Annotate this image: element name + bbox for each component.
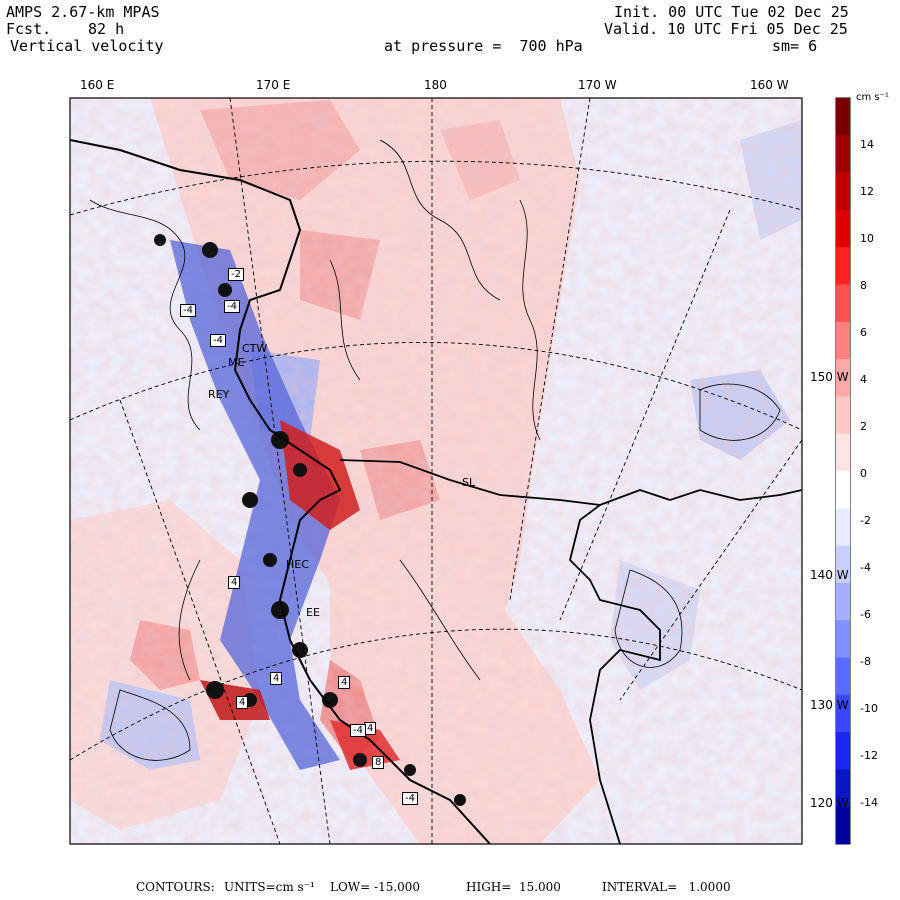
colorbar-tick-label: 0 — [860, 467, 867, 480]
contour-label: 4 — [236, 696, 249, 709]
contour-label: -4 — [224, 300, 240, 313]
colorbar-tick-label: 8 — [860, 279, 867, 292]
smoothing: sm= 6 — [772, 37, 818, 55]
velocity-field — [70, 98, 802, 844]
footer-high: HIGH= 15.000 — [466, 880, 561, 894]
lon-label: 160 E — [80, 78, 115, 92]
lon-label: 170 E — [256, 78, 291, 92]
colorbar-swatch — [836, 732, 850, 770]
contour-label: 4 — [270, 672, 283, 685]
colorbar-tick-label: -10 — [860, 702, 878, 715]
lat-label: 140 W — [810, 568, 849, 582]
colorbar-units: cm s⁻¹ — [856, 92, 889, 103]
footer-contours: CONTOURS: — [136, 880, 215, 894]
colorbar-tick-label: -8 — [860, 655, 871, 668]
colorbar-swatches — [836, 98, 850, 845]
colorbar-swatch — [836, 359, 850, 397]
contour-label: 4 — [228, 576, 241, 589]
colorbar-swatch — [836, 247, 850, 285]
colorbar-tick-label: 4 — [860, 373, 867, 386]
colorbar-tick-label: -4 — [860, 561, 871, 574]
contour-label: -4 — [350, 724, 366, 737]
colorbar-swatch — [836, 620, 850, 658]
colorbar-tick-label: -6 — [860, 608, 871, 621]
colorbar-swatch — [836, 433, 850, 472]
pressure-level: at pressure = 700 hPa — [384, 37, 583, 55]
colorbar-swatch — [836, 98, 850, 136]
colorbar-tick-label: 6 — [860, 326, 867, 339]
colorbar-swatch — [836, 657, 850, 696]
station-label: EE — [306, 606, 320, 619]
colorbar-swatch — [836, 806, 850, 845]
colorbar-tick-label: 10 — [860, 232, 874, 245]
colorbar-tick-label: -12 — [860, 749, 878, 762]
colorbar-swatch — [836, 545, 850, 584]
field-name: Vertical velocity — [10, 37, 164, 55]
colorbar-swatch — [836, 209, 850, 248]
lat-label: 130 W — [810, 698, 849, 712]
station-label: REY — [208, 388, 230, 401]
footer-interval: INTERVAL= 1.0000 — [602, 880, 731, 894]
valid-time: Valid. 10 UTC Fri 05 Dec 25 — [604, 20, 848, 38]
colorbar-tick-label: 12 — [860, 185, 874, 198]
map-frame — [69, 97, 803, 845]
station-label: CTW — [242, 342, 268, 355]
contour-label: -4 — [210, 334, 226, 347]
colorbar-swatch — [836, 508, 850, 547]
contour-label: 8 — [372, 756, 385, 769]
lon-label: 180 — [424, 78, 447, 92]
lon-label: 160 W — [750, 78, 789, 92]
colorbar-swatch — [836, 471, 850, 509]
colorbar-swatch — [836, 321, 850, 360]
lat-label: 150 W — [810, 370, 849, 384]
colorbar-tick-label: -14 — [860, 796, 878, 809]
colorbar-swatch — [836, 694, 850, 733]
colorbar-tick-label: -2 — [860, 514, 871, 527]
colorbar-swatch — [836, 582, 850, 621]
contour-label: -2 — [228, 268, 244, 281]
colorbar-swatch — [836, 396, 850, 435]
footer-low: LOW= -15.000 — [330, 880, 421, 894]
station-label: SL — [462, 476, 476, 489]
colorbar-tick-label: 14 — [860, 138, 874, 151]
station-label: ME — [228, 356, 245, 369]
lat-label: 120 W — [810, 796, 849, 810]
colorbar-swatch — [836, 135, 850, 174]
contour-label: -4 — [402, 792, 418, 805]
init-time: Init. 00 UTC Tue 02 Dec 25 — [614, 3, 849, 21]
contour-label: -4 — [180, 304, 196, 317]
forecast-label: Fcst. — [6, 20, 52, 38]
colorbar-swatch — [836, 284, 850, 323]
contour-label: 4 — [338, 676, 351, 689]
mountain-band — [154, 234, 466, 806]
colorbar-tick-label: 2 — [860, 420, 867, 433]
footer-units: UNITS=cm s⁻¹ — [224, 880, 315, 894]
model-title: AMPS 2.67-km MPAS — [6, 3, 160, 21]
forecast-hours: 82 h — [88, 20, 125, 38]
lon-label: 170 W — [578, 78, 617, 92]
colorbar-swatch — [836, 769, 850, 808]
colorbar-swatch — [836, 172, 850, 211]
station-label: HEC — [286, 558, 309, 571]
